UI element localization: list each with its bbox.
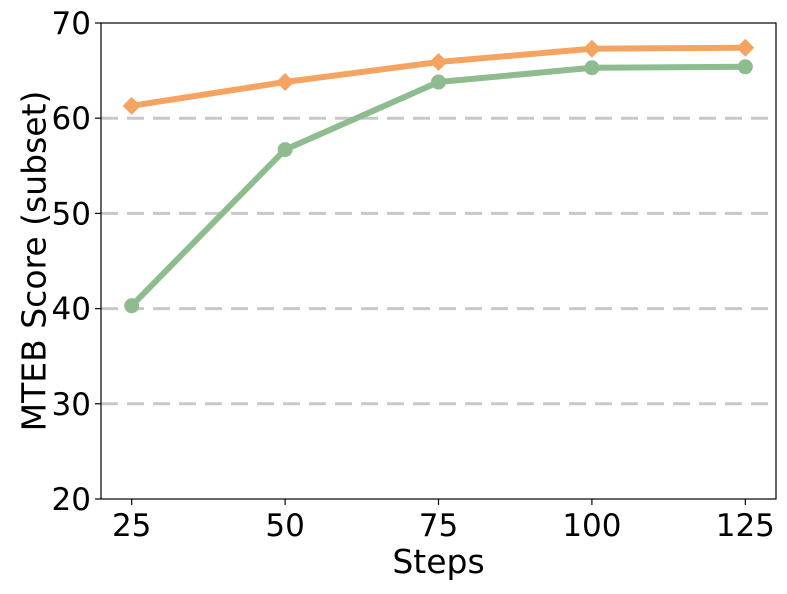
- x-tick-label: 75: [419, 508, 458, 544]
- series-1: [122, 38, 755, 115]
- gridlines: [101, 116, 776, 406]
- x-axis-label: Steps: [392, 542, 484, 581]
- data-point-diamond: [122, 96, 141, 115]
- y-tick-label: 20: [52, 482, 91, 518]
- series-line: [128, 63, 749, 309]
- y-axis-label: MTEB Score (subset): [15, 91, 54, 432]
- data-point-diamond: [582, 39, 601, 58]
- x-tick-label: 125: [716, 508, 775, 544]
- data-point-circle: [737, 59, 753, 75]
- x-tick-label: 50: [265, 508, 304, 544]
- x-tick-label: 100: [562, 508, 621, 544]
- x-tick-label: 25: [112, 508, 151, 544]
- y-tick-label: 30: [52, 387, 91, 423]
- data-point-diamond: [276, 73, 295, 92]
- y-tick-label: 70: [52, 6, 91, 42]
- data-point-circle: [277, 142, 293, 158]
- data-point-diamond: [736, 38, 755, 57]
- axis-ticks: 20 30 40 50 60 70 25 50 75 100 125: [52, 6, 775, 544]
- data-point-circle: [124, 298, 140, 314]
- series-layer: [122, 38, 755, 314]
- data-point-circle: [431, 74, 446, 90]
- y-tick-label: 60: [52, 101, 91, 137]
- data-point-circle: [584, 60, 600, 76]
- y-tick-label: 50: [52, 196, 91, 232]
- series-2: [124, 59, 753, 314]
- data-point-diamond: [429, 53, 448, 72]
- y-tick-label: 40: [52, 292, 91, 328]
